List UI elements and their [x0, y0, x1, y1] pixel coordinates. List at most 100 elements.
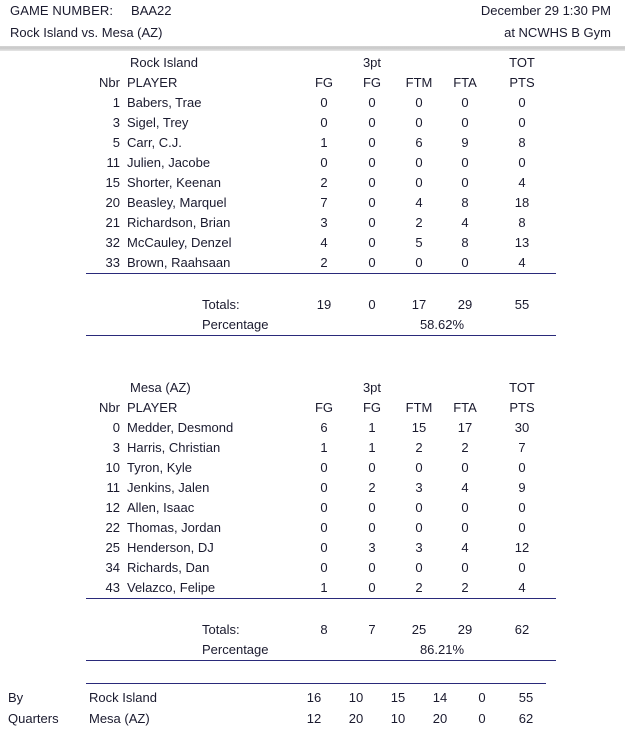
player-3pt-fg: 0	[368, 155, 376, 170]
player-ftm: 0	[415, 255, 423, 270]
totals-tot-pts: 62	[514, 622, 530, 637]
player-name: Brown, Raahsaan	[127, 255, 231, 270]
player-3pt-fg: 0	[368, 560, 376, 575]
player-number: 22	[105, 520, 120, 535]
player-name: Sigel, Trey	[127, 115, 189, 130]
table-row: 34 Richards, Dan 0 0 0 0 0	[86, 558, 556, 578]
percentage-label: Percentage	[202, 642, 269, 657]
column-header-3pt-top: 3pt	[362, 55, 382, 70]
table-row: 3 Sigel, Trey 0 0 0 0 0	[86, 113, 556, 133]
spacer-cell	[442, 376, 488, 398]
divider-line	[86, 335, 556, 356]
player-fg: 1	[320, 440, 328, 455]
player-tot-pts: 0	[518, 115, 526, 130]
table-row: 10 Tyron, Kyle 0 0 0 0 0	[86, 458, 556, 478]
spacer-cell	[488, 315, 556, 336]
quarter-1-score: 16	[306, 690, 322, 705]
player-name: Carr, C.J.	[127, 135, 182, 150]
team-name: Rock Island	[130, 55, 198, 70]
percentage-value: 58.62%	[419, 317, 465, 332]
quarters-final-score: 55	[518, 690, 534, 705]
player-3pt-fg: 0	[368, 175, 376, 190]
player-tot-pts: 0	[518, 520, 526, 535]
spacer-cell	[86, 640, 127, 661]
player-name: Allen, Isaac	[127, 500, 195, 515]
player-3pt-fg: 0	[368, 580, 376, 595]
player-tot-pts: 0	[518, 155, 526, 170]
player-ftm: 3	[415, 480, 423, 495]
table-row: 21 Richardson, Brian 3 0 2 4 8	[86, 213, 556, 233]
player-ftm: 0	[415, 460, 423, 475]
player-tot-pts: 12	[514, 540, 530, 555]
venue: at NCWHS B Gym	[504, 25, 611, 40]
table-row: 1 Babers, Trae 0 0 0 0 0	[86, 93, 556, 113]
percentage-value: 86.21%	[419, 642, 465, 657]
player-tot-pts: 4	[518, 255, 526, 270]
player-fg: 1	[320, 580, 328, 595]
player-fta: 0	[461, 560, 469, 575]
overtime-score: 0	[478, 690, 486, 705]
table-row: 12 Allen, Isaac 0 0 0 0 0	[86, 498, 556, 518]
player-tot-pts: 13	[514, 235, 530, 250]
spacer-cell	[300, 376, 348, 398]
percentage-row: Percentage 58.62%	[86, 315, 556, 336]
spacer-cell	[259, 687, 293, 708]
player-fta: 4	[461, 540, 469, 555]
percentage-row: Percentage 86.21%	[86, 640, 556, 661]
by-quarters-label: By Quarters	[0, 687, 86, 729]
game-number-label: GAME NUMBER:	[10, 3, 114, 18]
player-ftm: 4	[415, 195, 423, 210]
player-fg: 0	[320, 500, 328, 515]
totals-3pt-fg: 7	[368, 622, 376, 637]
player-fg: 0	[320, 115, 328, 130]
column-header-fta: FTA	[453, 75, 477, 90]
player-tot-pts: 0	[518, 460, 526, 475]
player-number: 11	[106, 480, 121, 495]
player-ftm: 0	[415, 155, 423, 170]
team-name-row: Rock Island 3pt TOT	[86, 51, 556, 73]
column-header-3pt-fg: FG	[362, 400, 382, 415]
player-number: 12	[105, 500, 120, 515]
table-row: 15 Shorter, Keenan 2 0 0 0 4	[86, 173, 556, 193]
totals-divider	[86, 273, 556, 294]
percentage-label: Percentage	[202, 317, 269, 332]
column-header-3pt-fg: FG	[362, 75, 382, 90]
player-ftm: 2	[415, 580, 423, 595]
matchup-title: Rock Island vs. Mesa (AZ)	[10, 25, 163, 40]
player-ftm: 0	[415, 520, 423, 535]
table-row: 3 Harris, Christian 1 1 2 2 7	[86, 438, 556, 458]
column-header-ftm: FTM	[405, 75, 433, 90]
player-number: 25	[105, 540, 120, 555]
player-3pt-fg: 0	[368, 95, 376, 110]
player-fta: 0	[461, 500, 469, 515]
table-row: 32 McCauley, Denzel 4 0 5 8 13	[86, 233, 556, 253]
spacer-cell	[396, 51, 442, 73]
player-fg: 3	[320, 215, 328, 230]
column-header-tot-top: TOT	[509, 55, 535, 70]
by-quarters-label-line2: Quarters	[8, 711, 59, 726]
player-name: Julien, Jacobe	[127, 155, 211, 170]
block-bottom-divider	[86, 660, 556, 681]
player-number: 0	[112, 420, 120, 435]
player-3pt-fg: 0	[368, 520, 376, 535]
player-number: 43	[105, 580, 120, 595]
totals-label: Totals:	[202, 622, 240, 637]
quarter-2-score: 20	[348, 711, 364, 726]
player-ftm: 2	[415, 215, 423, 230]
divider-line	[86, 598, 556, 619]
player-number: 20	[105, 195, 120, 210]
player-tot-pts: 7	[518, 440, 526, 455]
spacer-cell	[86, 376, 127, 398]
table-row: 11 Julien, Jacobe 0 0 0 0 0	[86, 153, 556, 173]
quarter-4-score: 20	[432, 711, 448, 726]
quarters-row: Rock Island 16 10 15 14 0 55	[86, 687, 549, 708]
quarter-3-score: 10	[390, 711, 406, 726]
quarters-team-name: Mesa (AZ)	[89, 711, 150, 726]
player-fg: 0	[320, 95, 328, 110]
player-ftm: 6	[415, 135, 423, 150]
column-header-tot-pts: PTS	[509, 400, 535, 415]
player-number: 3	[112, 440, 120, 455]
player-3pt-fg: 0	[368, 115, 376, 130]
totals-fta: 29	[457, 297, 473, 312]
player-number: 34	[105, 560, 120, 575]
